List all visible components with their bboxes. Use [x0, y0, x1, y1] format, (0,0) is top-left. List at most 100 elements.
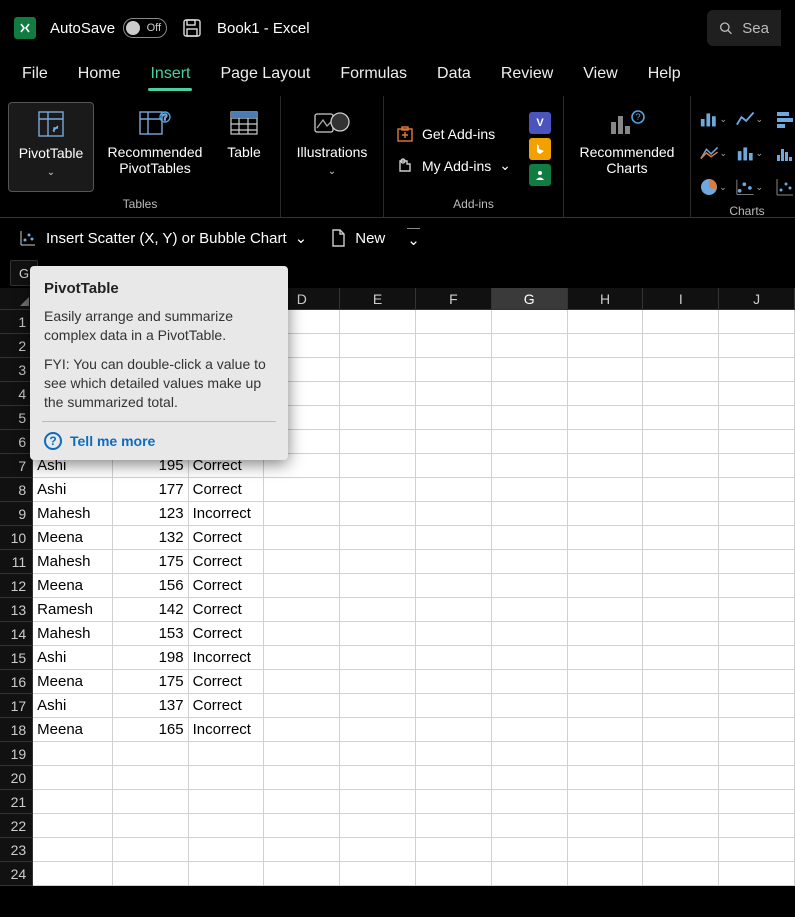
cell[interactable] — [492, 478, 568, 502]
cell[interactable] — [416, 766, 492, 790]
cell[interactable]: 156 — [113, 574, 189, 598]
cell[interactable] — [33, 766, 113, 790]
cell[interactable] — [340, 550, 416, 574]
cell[interactable] — [719, 838, 795, 862]
cell[interactable] — [189, 766, 265, 790]
row-header[interactable]: 4 — [0, 382, 33, 406]
row-header[interactable]: 23 — [0, 838, 33, 862]
cell[interactable] — [568, 646, 644, 670]
bar-chart-icon[interactable] — [771, 107, 795, 131]
cell[interactable] — [643, 574, 719, 598]
cell[interactable] — [568, 574, 644, 598]
cell[interactable] — [719, 742, 795, 766]
cell[interactable] — [492, 742, 568, 766]
combo-chart-icon[interactable] — [771, 175, 795, 199]
cell[interactable]: Meena — [33, 670, 113, 694]
tab-home[interactable]: Home — [64, 59, 135, 93]
tab-help[interactable]: Help — [634, 59, 695, 93]
cell[interactable] — [719, 718, 795, 742]
row-header[interactable]: 6 — [0, 430, 33, 454]
cell[interactable]: 137 — [113, 694, 189, 718]
tab-review[interactable]: Review — [487, 59, 567, 93]
cell[interactable] — [719, 526, 795, 550]
pie-chart-icon[interactable]: ⌄ — [699, 175, 727, 199]
cell[interactable] — [189, 742, 265, 766]
cell[interactable] — [492, 646, 568, 670]
cell[interactable] — [643, 526, 719, 550]
cell[interactable] — [719, 646, 795, 670]
cell[interactable] — [643, 598, 719, 622]
row-header[interactable]: 13 — [0, 598, 33, 622]
row-header[interactable]: 16 — [0, 670, 33, 694]
new-button[interactable]: New — [321, 224, 393, 252]
col-header[interactable]: J — [719, 288, 795, 310]
cell[interactable]: 153 — [113, 622, 189, 646]
cell[interactable] — [416, 574, 492, 598]
row-header[interactable]: 19 — [0, 742, 33, 766]
cell[interactable] — [264, 838, 340, 862]
cell[interactable] — [643, 310, 719, 334]
cell[interactable] — [264, 550, 340, 574]
cell[interactable] — [264, 862, 340, 886]
cell[interactable] — [719, 622, 795, 646]
cell[interactable]: Ashi — [33, 694, 113, 718]
cell[interactable] — [340, 622, 416, 646]
cell[interactable] — [568, 838, 644, 862]
cell[interactable] — [568, 694, 644, 718]
cell[interactable] — [492, 334, 568, 358]
cell[interactable] — [492, 406, 568, 430]
stock-chart-icon[interactable]: ⌄ — [735, 141, 763, 165]
cell[interactable] — [33, 790, 113, 814]
cell[interactable] — [340, 790, 416, 814]
cell[interactable] — [643, 622, 719, 646]
cell[interactable] — [416, 670, 492, 694]
cell[interactable] — [416, 742, 492, 766]
cell[interactable] — [643, 694, 719, 718]
cell[interactable] — [492, 814, 568, 838]
cell[interactable] — [416, 550, 492, 574]
cell[interactable]: Mahesh — [33, 622, 113, 646]
cell[interactable]: 177 — [113, 478, 189, 502]
cell[interactable]: Meena — [33, 574, 113, 598]
cell[interactable] — [416, 382, 492, 406]
cell[interactable] — [264, 790, 340, 814]
cell[interactable] — [719, 334, 795, 358]
cell[interactable] — [492, 838, 568, 862]
cell[interactable] — [264, 766, 340, 790]
cell[interactable] — [719, 862, 795, 886]
cell[interactable] — [340, 358, 416, 382]
cell[interactable] — [643, 502, 719, 526]
cell[interactable] — [492, 862, 568, 886]
cell[interactable] — [492, 550, 568, 574]
cell[interactable]: 175 — [113, 670, 189, 694]
cell[interactable] — [492, 454, 568, 478]
cell[interactable] — [492, 310, 568, 334]
row-header[interactable]: 11 — [0, 550, 33, 574]
row-header[interactable]: 8 — [0, 478, 33, 502]
cell[interactable] — [340, 430, 416, 454]
cell[interactable] — [416, 430, 492, 454]
cell[interactable] — [492, 790, 568, 814]
row-header[interactable]: 17 — [0, 694, 33, 718]
cell[interactable]: Correct — [189, 670, 265, 694]
cell[interactable] — [416, 358, 492, 382]
row-header[interactable]: 7 — [0, 454, 33, 478]
column-chart-icon[interactable]: ⌄ — [699, 107, 727, 131]
cell[interactable] — [719, 670, 795, 694]
cell[interactable] — [643, 790, 719, 814]
save-icon[interactable] — [181, 17, 203, 39]
cell[interactable] — [643, 454, 719, 478]
cell[interactable] — [492, 598, 568, 622]
cell[interactable] — [568, 598, 644, 622]
cell[interactable] — [113, 742, 189, 766]
get-addins-button[interactable]: Get Add-ins — [392, 121, 515, 147]
cell[interactable] — [719, 550, 795, 574]
cell[interactable] — [340, 838, 416, 862]
cell[interactable] — [416, 814, 492, 838]
cell[interactable] — [33, 742, 113, 766]
cell[interactable] — [416, 310, 492, 334]
cell[interactable] — [643, 646, 719, 670]
area-chart-icon[interactable]: ⌄ — [699, 141, 727, 165]
cell[interactable] — [568, 790, 644, 814]
cell[interactable] — [340, 526, 416, 550]
